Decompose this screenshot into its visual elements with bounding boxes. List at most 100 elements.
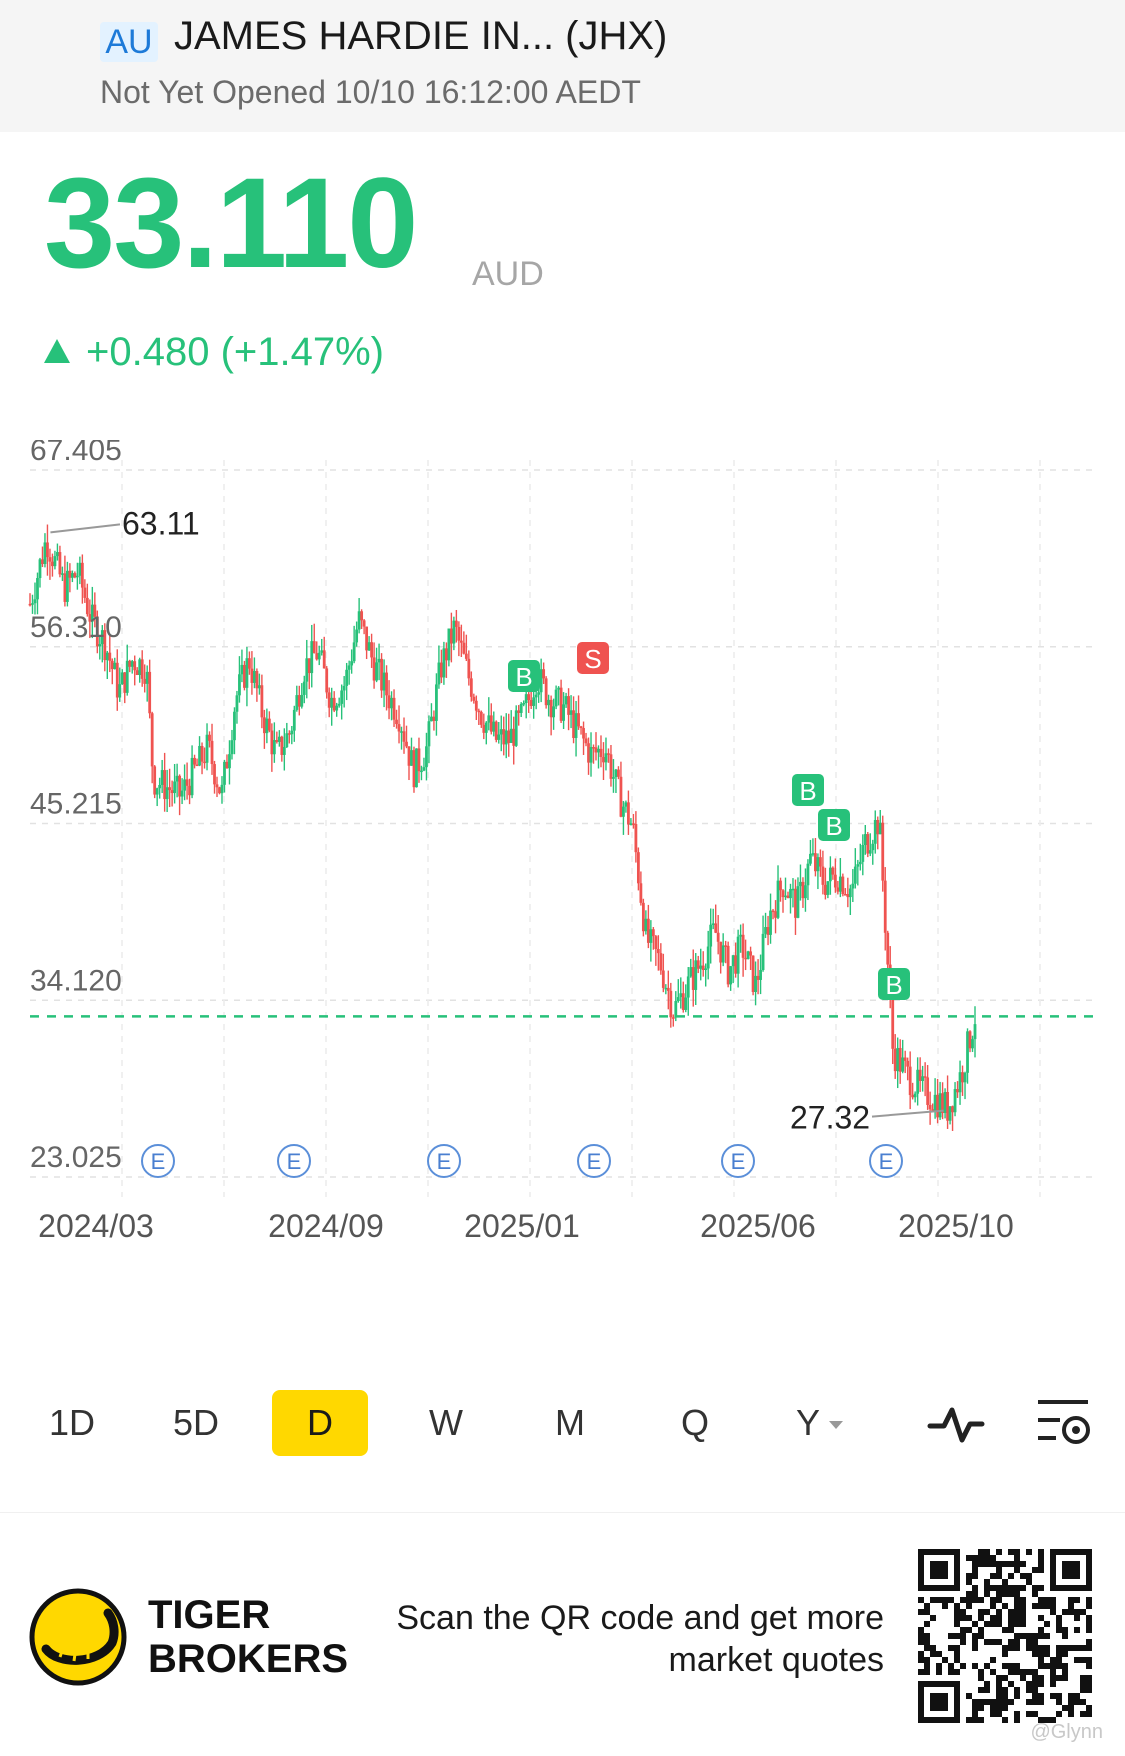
candle-body <box>946 1092 949 1121</box>
candle-body <box>382 672 386 691</box>
candle-body <box>973 1024 977 1040</box>
candle-body <box>786 895 790 899</box>
candle-body <box>809 853 812 864</box>
candle-body <box>215 784 219 788</box>
chart-settings-icon[interactable] <box>1034 1396 1092 1452</box>
candle-body <box>205 734 209 763</box>
period-1d-button[interactable]: 1D <box>48 1402 96 1443</box>
candle-body <box>305 658 309 682</box>
candle-body <box>220 784 224 794</box>
candle-body <box>43 542 47 565</box>
candle-body <box>901 1057 905 1072</box>
earnings-marker-label: E <box>437 1149 452 1174</box>
candle-body <box>255 670 259 689</box>
candle-body <box>769 910 772 935</box>
candle-body <box>898 1047 902 1072</box>
candle-body <box>739 934 743 937</box>
candle-body <box>776 880 780 918</box>
candle-body <box>627 802 630 825</box>
candle-body <box>646 918 650 943</box>
indicator-icon[interactable] <box>926 1400 986 1448</box>
tiger-logo-icon <box>29 1588 127 1686</box>
qr-code-image <box>918 1549 1092 1723</box>
candle-body <box>744 957 748 960</box>
candle-body <box>245 658 249 688</box>
stock-header: AU JAMES HARDIE IN... (JHX) Not Yet Open… <box>0 0 1125 132</box>
candle-body <box>896 1047 900 1072</box>
candle-body <box>228 754 231 769</box>
candle-body <box>200 745 204 762</box>
earnings-marker <box>141 1144 175 1178</box>
candle-body <box>432 716 436 721</box>
candle-body <box>719 941 723 963</box>
candle-body <box>514 710 518 746</box>
y-tick-label: 45.215 <box>30 788 122 821</box>
candle-body <box>564 696 568 705</box>
candle-body <box>335 705 339 711</box>
candle-body <box>120 672 124 685</box>
candle-body <box>33 599 37 604</box>
candle-body <box>467 658 471 679</box>
period-quarterly-button[interactable]: Q <box>680 1402 709 1443</box>
candle-body <box>701 965 705 971</box>
candle-body <box>544 678 548 706</box>
candle-body <box>459 640 463 643</box>
x-tick-label: 2025/06 <box>700 1208 816 1244</box>
candle-body <box>562 704 565 721</box>
candle-body <box>163 770 167 800</box>
candle-body <box>841 876 845 895</box>
candle-body <box>250 668 254 683</box>
candle-body <box>736 936 740 974</box>
candle-body <box>492 721 496 732</box>
period-5d-button[interactable]: 5D <box>172 1402 220 1443</box>
y-tick-label: 67.405 <box>30 440 122 467</box>
candle-body <box>858 861 862 865</box>
candle-body <box>582 728 585 739</box>
candle-body <box>617 769 620 777</box>
candle-body <box>559 687 563 721</box>
candle-body <box>956 1089 959 1093</box>
trade-marker-label: S <box>584 644 601 674</box>
candle-body <box>325 668 329 693</box>
candle-body <box>123 672 127 693</box>
buy-marker <box>792 774 824 806</box>
period-weekly-button[interactable]: W <box>429 1402 463 1443</box>
candle-body <box>178 775 182 797</box>
market-badge: AU <box>100 22 158 62</box>
period-yearly-button[interactable]: Y <box>772 1390 868 1456</box>
candle-body <box>355 629 359 643</box>
candle-body <box>262 717 266 734</box>
candle-body <box>452 620 456 644</box>
candle-body <box>484 722 488 733</box>
candle-body <box>966 1031 969 1073</box>
earnings-marker-label: E <box>587 1149 602 1174</box>
candle-body <box>440 662 443 678</box>
candle-body <box>95 616 99 647</box>
candle-body <box>130 661 134 667</box>
stock-title[interactable]: JAMES HARDIE IN... (JHX) <box>174 14 668 58</box>
candle-body <box>589 747 593 763</box>
x-tick-label: 2024/03 <box>38 1208 154 1244</box>
period-daily-button[interactable]: D <box>272 1390 368 1456</box>
candle-body <box>781 890 785 898</box>
candle-body <box>180 790 184 797</box>
period-monthly-button[interactable]: M <box>555 1402 585 1443</box>
candle-body <box>878 822 882 835</box>
candle-body <box>941 1093 944 1114</box>
candle-body <box>70 573 74 578</box>
candle-body <box>502 729 506 745</box>
candle-body <box>128 660 132 667</box>
candle-body <box>213 764 216 785</box>
earnings-marker <box>277 1144 311 1178</box>
high-annotation: 63.11 <box>122 505 200 541</box>
candle-body <box>155 788 159 795</box>
candle-body <box>290 730 294 735</box>
candle-body <box>427 721 431 747</box>
candle-body <box>85 597 89 615</box>
candle-body <box>93 604 97 617</box>
candle-body <box>243 664 246 688</box>
candle-body <box>345 669 349 686</box>
earnings-marker-label: E <box>731 1149 746 1174</box>
candle-body <box>287 733 291 735</box>
